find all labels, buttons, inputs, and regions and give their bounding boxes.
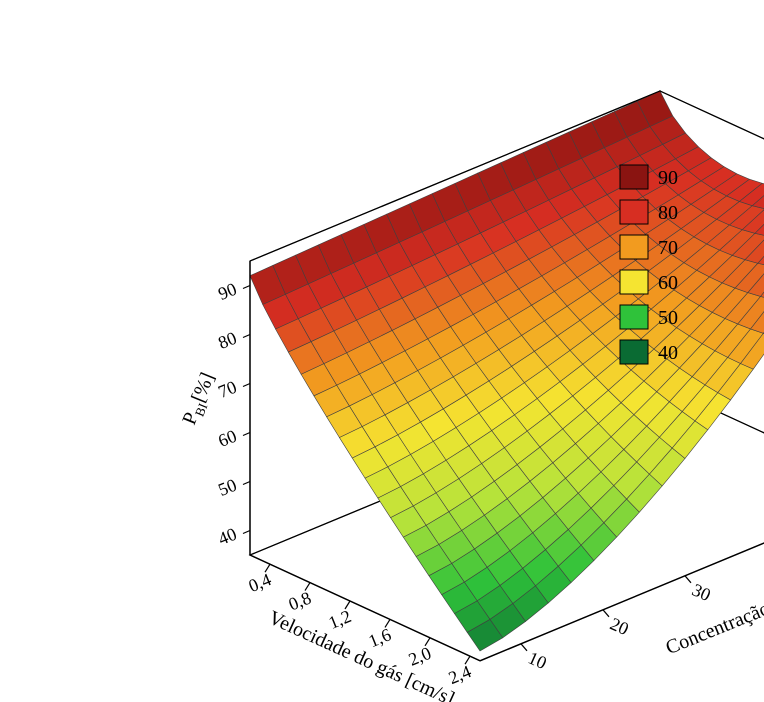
legend-swatch [620,270,648,294]
svg-text:30: 30 [689,580,714,606]
svg-text:10: 10 [525,648,550,674]
svg-text:60: 60 [215,426,239,451]
svg-text:0,8: 0,8 [286,588,314,615]
legend-swatch [620,235,648,259]
svg-text:20: 20 [607,614,632,640]
svg-text:90: 90 [215,279,239,304]
svg-text:2,4: 2,4 [446,661,474,688]
legend-label: 90 [658,167,678,189]
legend-label: 70 [658,237,678,259]
svg-text:2,0: 2,0 [406,643,434,670]
svg-text:80: 80 [215,328,239,353]
svg-text:0,4: 0,4 [246,569,274,596]
legend-label: 60 [658,272,678,294]
surface-chart: 40 50 60 70 80 90 0,4 0,8 1,2 1,6 2,0 2,4 10 20 30 40 50… [0,0,764,702]
svg-text:1,2: 1,2 [326,606,354,633]
legend-label: 80 [658,202,678,224]
svg-text:PBI[%]: PBI[%] [178,369,221,429]
legend-label: 40 [658,342,678,364]
legend-swatch [620,340,648,364]
legend-swatch [620,165,648,189]
svg-text:50: 50 [215,475,239,500]
svg-text:1,6: 1,6 [366,624,394,651]
svg-text:Concentração [ppm]: Concentração [ppm] [663,577,764,659]
svg-text:70: 70 [215,377,239,402]
svg-text:40: 40 [215,524,239,549]
legend-swatch [620,305,648,329]
legend-label: 50 [658,307,678,329]
legend-swatch [620,200,648,224]
surface-mesh [250,91,764,651]
